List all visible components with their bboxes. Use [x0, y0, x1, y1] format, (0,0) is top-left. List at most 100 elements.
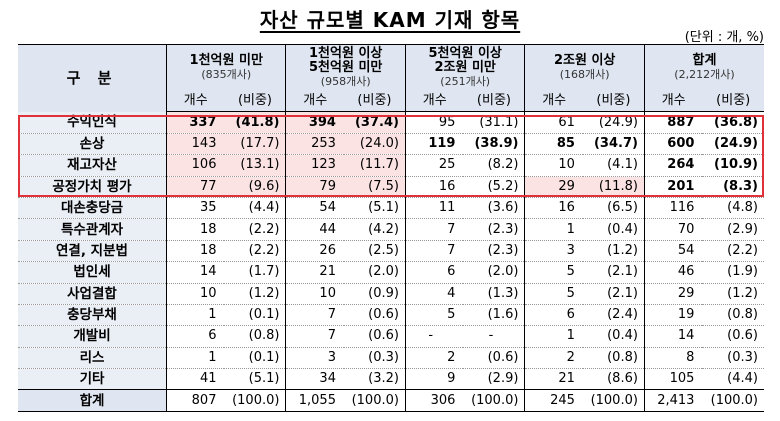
- ratio-cell: (0.6): [368, 328, 399, 344]
- total-row: 합계 807 (100.0) 1,055 (100.0) 306 (100.0) 245 (10…: [18, 389, 764, 412]
- row-label: 충당부채: [18, 304, 167, 326]
- table-row: 수익인식 337 (41.8) 394 (37.4) 95 (31.1) 61 (24.9) 88…: [18, 111, 764, 134]
- row-label: 사업결합: [18, 283, 167, 305]
- count-cell: 2: [404, 347, 464, 369]
- count-cell: 6: [524, 304, 583, 326]
- ratio-cell: (0.9): [368, 285, 399, 301]
- row-label: 특수관계자: [18, 218, 167, 241]
- count-cell: 6: [165, 325, 225, 348]
- table-row: 재고자산 106 (13.1) 123 (11.7) 25 (8.2) 10 (4.1) 264 (…: [18, 154, 764, 177]
- count-cell: 105: [643, 368, 703, 390]
- ratio-cell: (4.2): [368, 221, 399, 237]
- table-row: 기타 41 (5.1) 34 (3.2) 9 (2.9) 21 (8.6) 105 (4.4): [18, 368, 764, 390]
- ratio-cell: (6.5): [607, 200, 638, 216]
- ratio-cell: (1.3): [487, 285, 519, 301]
- ratio-cell: (0.8): [607, 349, 638, 365]
- count-cell: 1,055: [285, 389, 344, 412]
- ratio-cell: (0.6): [727, 328, 758, 344]
- count-cell: 7: [285, 304, 344, 326]
- count-cell: 16: [524, 197, 583, 219]
- ratio-cell: (2.2): [248, 242, 280, 258]
- count-cell: 79: [285, 176, 344, 198]
- ratio-cell: (100.0): [710, 392, 758, 408]
- table-row: 충당부채 1 (0.1) 7 (0.6) 5 (1.6) 6 (2.4) 19 (0.8): [18, 304, 764, 326]
- count-cell: 5: [404, 304, 464, 326]
- ratio-cell: (3.2): [368, 371, 399, 387]
- count-cell: 16: [404, 176, 464, 198]
- ratio-subheader: (비중): [343, 91, 406, 113]
- count-cell: 14: [643, 325, 703, 348]
- ratio-cell: (1.2): [248, 285, 280, 301]
- ratio-cell: (2.1): [607, 285, 638, 301]
- count-cell: 18: [165, 218, 225, 241]
- count-cell: 46: [643, 261, 703, 284]
- ratio-cell: (3.6): [487, 200, 519, 216]
- count-cell: 7: [404, 218, 464, 241]
- table-row: 손상 143 (17.7) 253 (24.0) 119 (38.9) 85 (34.7) 600…: [18, 133, 764, 155]
- ratio-cell: (2.2): [727, 242, 758, 258]
- count-cell: 201: [643, 176, 703, 198]
- group-header-2: 1천억원 이상 5천억원 미만 (958개사): [285, 44, 406, 91]
- count-cell: 41: [165, 368, 225, 390]
- ratio-cell: (4.4): [727, 371, 758, 387]
- count-cell: 21: [285, 261, 344, 284]
- count-cell: 9: [404, 368, 464, 390]
- count-cell: 70: [643, 218, 703, 241]
- row-label: 법인세: [18, 261, 167, 284]
- ratio-subheader: (비중): [224, 91, 286, 113]
- count-cell: 2,413: [643, 389, 703, 412]
- ratio-cell: (10.9): [714, 157, 758, 173]
- ratio-cell: (0.4): [607, 328, 638, 344]
- ratio-cell: (100.0): [590, 392, 638, 408]
- ratio-subheader: (비중): [582, 91, 645, 113]
- ratio-cell: (4.1): [607, 157, 638, 173]
- count-subheader: 개수: [285, 91, 344, 113]
- count-cell: 14: [165, 261, 225, 284]
- ratio-cell: (11.8): [582, 176, 645, 198]
- count-cell: 245: [524, 389, 583, 412]
- count-cell: 34: [285, 368, 344, 390]
- ratio-cell: (0.3): [368, 349, 399, 365]
- group-header-5: 합계 (2,212개사): [643, 44, 764, 91]
- ratio-cell: (2.1): [607, 264, 638, 280]
- ratio-cell: (100.0): [351, 392, 399, 408]
- count-cell: 1: [524, 218, 583, 241]
- count-subheader: 개수: [404, 91, 464, 113]
- table-row: 개발비 6 (0.8) 7 (0.6) - -1 (0.4) 14 (0.6): [18, 325, 764, 348]
- ratio-cell: (1.2): [607, 242, 638, 258]
- count-cell: 5: [524, 261, 583, 284]
- row-label: 손상: [18, 133, 167, 155]
- ratio-cell: (0.6): [487, 349, 519, 365]
- ratio-cell: (2.9): [487, 371, 519, 387]
- count-cell: 44: [285, 218, 344, 241]
- count-cell: 5: [524, 283, 583, 305]
- count-cell: -: [404, 325, 464, 348]
- category-header: 구 분: [18, 44, 167, 112]
- ratio-cell: (37.4): [343, 111, 406, 134]
- ratio-cell: (31.1): [479, 114, 519, 130]
- table-row: 특수관계자 18 (2.2) 44 (4.2) 7 (2.3) 1 (0.4) 70 (2.9): [18, 218, 764, 241]
- row-label: 재고자산: [18, 154, 167, 177]
- row-label: 대손충당금: [18, 197, 167, 219]
- count-subheader: 개수: [643, 91, 703, 113]
- count-cell: 6: [404, 261, 464, 284]
- group-header-3: 5천억원 이상 2조원 미만 (251개사): [404, 44, 525, 91]
- kam-table: 구 분 1천억원 미만 (835개사) 1천억원 이상 5천억원 미만 (958개사…: [18, 44, 764, 412]
- ratio-cell: (0.1): [248, 349, 280, 365]
- count-cell: 54: [285, 197, 344, 219]
- ratio-subheader: (비중): [463, 91, 525, 113]
- ratio-cell: (7.5): [343, 176, 406, 198]
- ratio-cell: (2.5): [368, 242, 399, 258]
- count-cell: 7: [285, 325, 344, 348]
- count-cell: 29: [524, 176, 583, 198]
- count-cell: 807: [165, 389, 225, 412]
- ratio-cell: (0.8): [248, 328, 280, 344]
- ratio-cell: (24.9): [714, 135, 758, 151]
- ratio-cell: (24.9): [598, 114, 638, 130]
- ratio-cell: (5.1): [368, 200, 399, 216]
- count-cell: 123: [285, 154, 344, 177]
- ratio-cell: (13.1): [224, 154, 286, 177]
- ratio-cell: (100.0): [232, 392, 280, 408]
- ratio-cell: (8.3): [723, 178, 758, 194]
- ratio-cell: (0.4): [607, 221, 638, 237]
